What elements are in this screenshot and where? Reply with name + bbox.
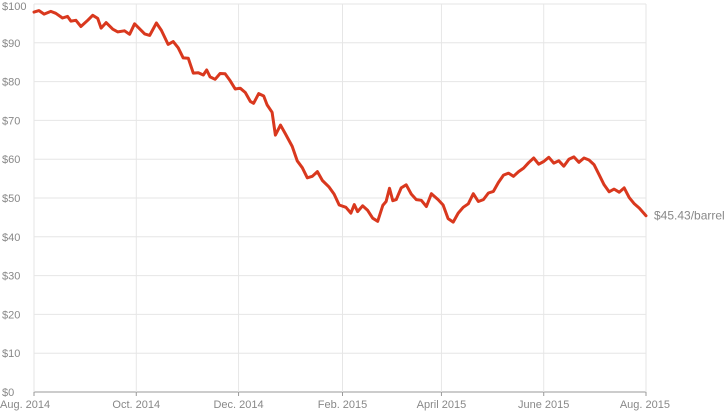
end-value-label: $45.43/barrel (654, 209, 724, 223)
y-tick-label: $50 (2, 193, 20, 205)
y-tick-label: $30 (2, 271, 20, 283)
x-tick-label: Dec. 2014 (213, 399, 263, 411)
x-tick-label: April 2015 (417, 399, 467, 411)
y-tick-label: $40 (2, 232, 20, 244)
price-series-line (32, 9, 648, 224)
x-tick-label: June 2015 (518, 399, 569, 411)
x-tick-label: Oct. 2014 (112, 399, 160, 411)
x-axis-ticks: Aug. 2014 Oct. 2014 Dec. 2014 Feb. 2015 Apri… (0, 392, 670, 411)
x-tick-label: Aug. 2014 (0, 399, 50, 411)
y-tick-label: $60 (2, 154, 20, 166)
y-axis-ticks: $0 $10 $20 $30 $40 $50 $60 $70 $80 $90 $100 (2, 1, 26, 399)
y-tick-label: $100 (2, 1, 26, 13)
y-tick-label: $20 (2, 309, 20, 321)
x-tick-label: Aug. 2015 (620, 399, 670, 411)
y-tick-label: $0 (2, 387, 14, 399)
grid-lines (33, 3, 647, 393)
x-tick-label: Feb. 2015 (318, 399, 368, 411)
y-tick-label: $90 (2, 38, 20, 50)
y-tick-label: $70 (2, 115, 20, 127)
y-tick-label: $80 (2, 77, 20, 89)
y-tick-label: $10 (2, 348, 20, 360)
